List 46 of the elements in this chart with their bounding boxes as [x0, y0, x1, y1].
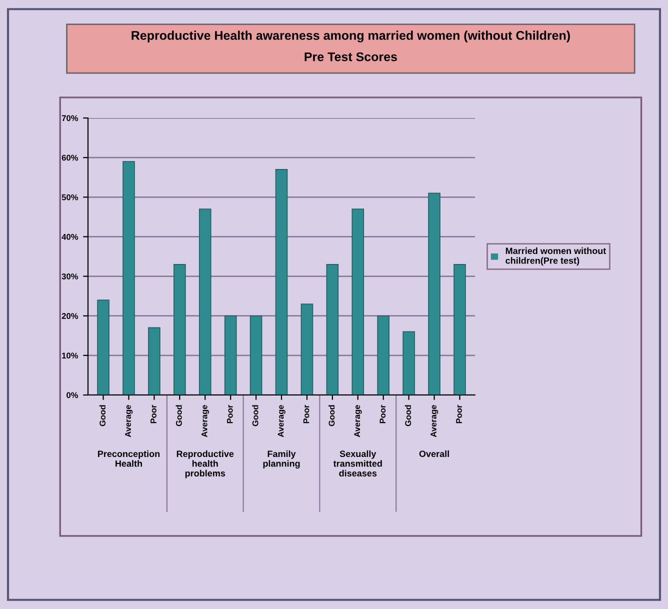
text: Sexually transmitted diseases	[333, 450, 382, 476]
bar	[377, 315, 390, 395]
text: Preconception Health	[98, 450, 160, 467]
y-tick-label: 30%	[62, 273, 78, 280]
bar	[97, 300, 110, 395]
bar	[250, 315, 262, 395]
y-tick-label: 50%	[62, 194, 78, 200]
bar	[275, 169, 288, 395]
x-tick-label: Average	[125, 405, 133, 438]
y-tick-label: 40%	[62, 234, 78, 240]
chart-subtitle: Pre Test Scores	[304, 52, 397, 62]
x-tick-label: Good	[404, 405, 412, 426]
text: Family planning	[263, 450, 300, 469]
x-tick-label: Poor	[227, 404, 233, 424]
bar	[326, 264, 339, 395]
y-tick-label: 20%	[62, 313, 78, 319]
x-tick-label: Poor	[303, 404, 310, 424]
bar	[454, 264, 466, 395]
x-tick-label: Good	[252, 405, 258, 426]
bar	[300, 304, 314, 395]
legend-label: Married women without children(Pre test)	[506, 247, 606, 266]
bar	[428, 192, 440, 395]
y-tick-label: 70%	[62, 115, 78, 122]
y-tick-label: 60%	[62, 154, 78, 161]
text: Overall	[419, 450, 449, 458]
bar	[174, 264, 186, 395]
bar	[148, 327, 160, 395]
x-tick-label: Good	[328, 405, 335, 426]
x-tick-label: Poor	[456, 404, 462, 424]
x-tick-label: Good	[99, 405, 106, 426]
x-tick-label: Poor	[150, 404, 156, 424]
bar	[402, 331, 415, 395]
x-tick-label: Average	[354, 405, 362, 438]
bar	[224, 315, 237, 395]
y-tick-label: 0%	[66, 392, 78, 398]
x-tick-label: Poor	[380, 404, 386, 424]
x-tick-label: Average	[202, 405, 210, 438]
y-tick-label: 10%	[62, 352, 78, 359]
bar	[122, 161, 135, 395]
x-tick-label: Good	[176, 405, 182, 426]
bar	[198, 208, 212, 395]
chart-title: Reproductive Health awareness among married women (without Children)	[132, 30, 570, 42]
text: Reproductive health problems	[176, 450, 234, 478]
x-tick-label: Average	[430, 405, 438, 438]
x-tick-label: Average	[278, 405, 286, 438]
bar	[352, 208, 364, 395]
